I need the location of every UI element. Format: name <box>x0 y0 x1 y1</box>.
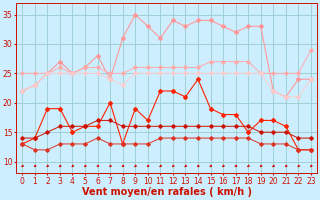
X-axis label: Vent moyen/en rafales ( km/h ): Vent moyen/en rafales ( km/h ) <box>82 187 252 197</box>
